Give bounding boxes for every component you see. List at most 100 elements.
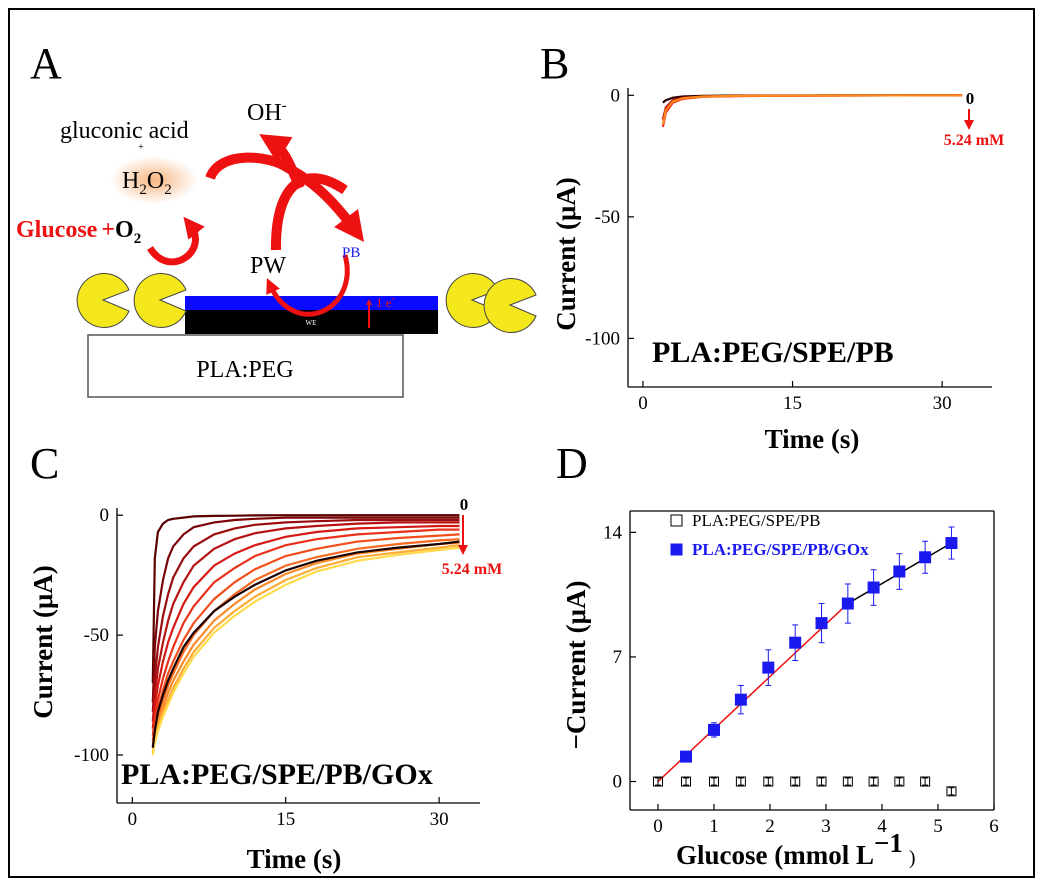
data-point — [920, 776, 931, 787]
data-point — [735, 776, 746, 787]
oh-label: OH- — [247, 98, 287, 126]
panel-c-arrow-top-label: 0 — [460, 495, 469, 514]
cycle-arrow-left — [270, 173, 348, 251]
glucose-o2-label: Glucose +O2 — [16, 217, 141, 247]
panel-letter-b: B — [540, 39, 569, 88]
panel-b-chart: B Current (μA) Time (s) PLA:PEG/SPE/PB 0… — [540, 39, 1004, 454]
y-tick-label: -100 — [585, 328, 620, 349]
substrate-label: PLA:PEG — [196, 357, 293, 383]
legend-label-gox: PLA:PEG/SPE/PB/GOx — [692, 540, 869, 559]
data-point — [893, 565, 906, 578]
x-tick-label: 30 — [430, 809, 449, 830]
panel-letter-d: D — [556, 439, 588, 488]
x-tick-label: 0 — [653, 816, 663, 837]
data-point — [867, 581, 880, 594]
pb-label: PB — [342, 245, 360, 261]
panel-b-arrow-bottom-label: 5.24 mM — [944, 132, 1004, 149]
data-point — [680, 750, 692, 763]
legend-label-pb: PLA:PEG/SPE/PB — [692, 511, 821, 530]
panel-d-plot: 0 1 2 3 4 5 6 0 7 14 — [603, 510, 999, 837]
figure-border — [8, 8, 1035, 878]
panel-d-chart: D −Current (μA) Glucose (mmol L−1) PLA:P… — [556, 439, 999, 870]
panel-a-schematic: A PLA:PEG WE gluconic acid — [16, 39, 537, 398]
panel-d-ylabel: −Current (μA) — [561, 581, 591, 750]
panel-b-annotation: PLA:PEG/SPE/PB — [652, 336, 894, 369]
panel-c-arrow-bottom-label: 5.24 mM — [442, 561, 502, 578]
x-tick-label: 3 — [821, 816, 831, 837]
h2o2-glow — [110, 156, 198, 204]
y-tick-label: 0 — [611, 85, 621, 106]
x-tick-label: 1 — [709, 816, 719, 837]
panel-b-plot: 0 15 30 0 -50 -100 — [585, 85, 992, 414]
panel-c-annotation: PLA:PEG/SPE/PB/GOx — [121, 758, 433, 791]
series-line — [151, 533, 460, 741]
data-point — [841, 597, 854, 610]
panel-c-chart: C Current (μA) Time (s) PLA:PEG/SPE/PB/G… — [28, 439, 502, 874]
h2o2-label: H2O2 — [122, 168, 172, 198]
x-tick-label: 4 — [877, 816, 887, 837]
series-line — [661, 94, 963, 125]
data-point — [868, 776, 879, 787]
pb-layer — [185, 296, 438, 310]
panel-c-plot: 0 15 30 0 -50 -100 — [74, 505, 480, 830]
electron-label: 1 e- — [376, 293, 395, 310]
gluconic-acid-label: gluconic acid — [60, 118, 189, 144]
series-line — [151, 524, 460, 729]
data-point — [789, 636, 802, 649]
series-line — [151, 514, 460, 684]
series-line — [151, 521, 460, 722]
to-oh-arrow — [259, 134, 305, 190]
x-tick-label: 0 — [128, 809, 138, 830]
x-tick-label: 6 — [989, 816, 999, 837]
series-line — [151, 546, 460, 756]
data-point — [945, 537, 958, 550]
series-line — [151, 516, 460, 703]
series-line — [151, 528, 460, 736]
data-point — [842, 776, 853, 787]
data-point — [919, 551, 932, 564]
legend-marker-filled — [670, 543, 683, 556]
enzyme-shape — [133, 273, 187, 328]
y-tick-label: -100 — [74, 745, 109, 766]
substrate-block — [87, 334, 404, 398]
pw-label: PW — [250, 253, 286, 279]
x-tick-label: 0 — [638, 393, 648, 414]
data-point — [762, 661, 775, 674]
x-tick-label: 2 — [765, 816, 775, 837]
panel-c-concentration-arrow-head — [458, 545, 468, 555]
panel-letter-a: A — [30, 39, 62, 88]
panel-b-ylabel: Current (μA) — [551, 177, 581, 331]
small-plus-label: + — [138, 142, 144, 153]
data-point — [790, 776, 801, 787]
y-tick-label: -50 — [84, 625, 109, 646]
data-point — [681, 776, 691, 787]
x-tick-label: 5 — [933, 816, 943, 837]
series-line — [151, 518, 460, 712]
enzyme-shape — [76, 273, 130, 328]
series-line — [151, 541, 460, 748]
series-line — [151, 544, 460, 753]
y-tick-label: 7 — [613, 647, 623, 668]
x-tick-label: 15 — [276, 809, 295, 830]
x-tick-label: 30 — [933, 393, 952, 414]
data-point — [709, 776, 719, 787]
data-point — [946, 786, 957, 797]
panel-b-concentration-arrow-head — [964, 120, 974, 130]
pb-to-pw-arrow — [266, 254, 350, 317]
glucose-to-h2o2-arrow — [147, 216, 205, 266]
data-point — [763, 776, 774, 787]
we-label: WE — [306, 319, 317, 327]
y-tick-label: 14 — [603, 522, 623, 543]
legend-marker-open — [670, 514, 683, 527]
panel-c-ylabel: Current (μA) — [28, 565, 58, 719]
data-point — [894, 776, 905, 787]
y-tick-label: 0 — [613, 772, 623, 793]
data-point — [708, 723, 720, 736]
data-point — [653, 776, 663, 787]
panel-d-legend: PLA:PEG/SPE/PB PLA:PEG/SPE/PB/GOx — [670, 511, 869, 559]
panel-b-xlabel: Time (s) — [765, 424, 860, 454]
panel-letter-c: C — [30, 439, 59, 488]
data-point — [816, 776, 827, 787]
panel-b-arrow-top-label: 0 — [966, 89, 975, 108]
